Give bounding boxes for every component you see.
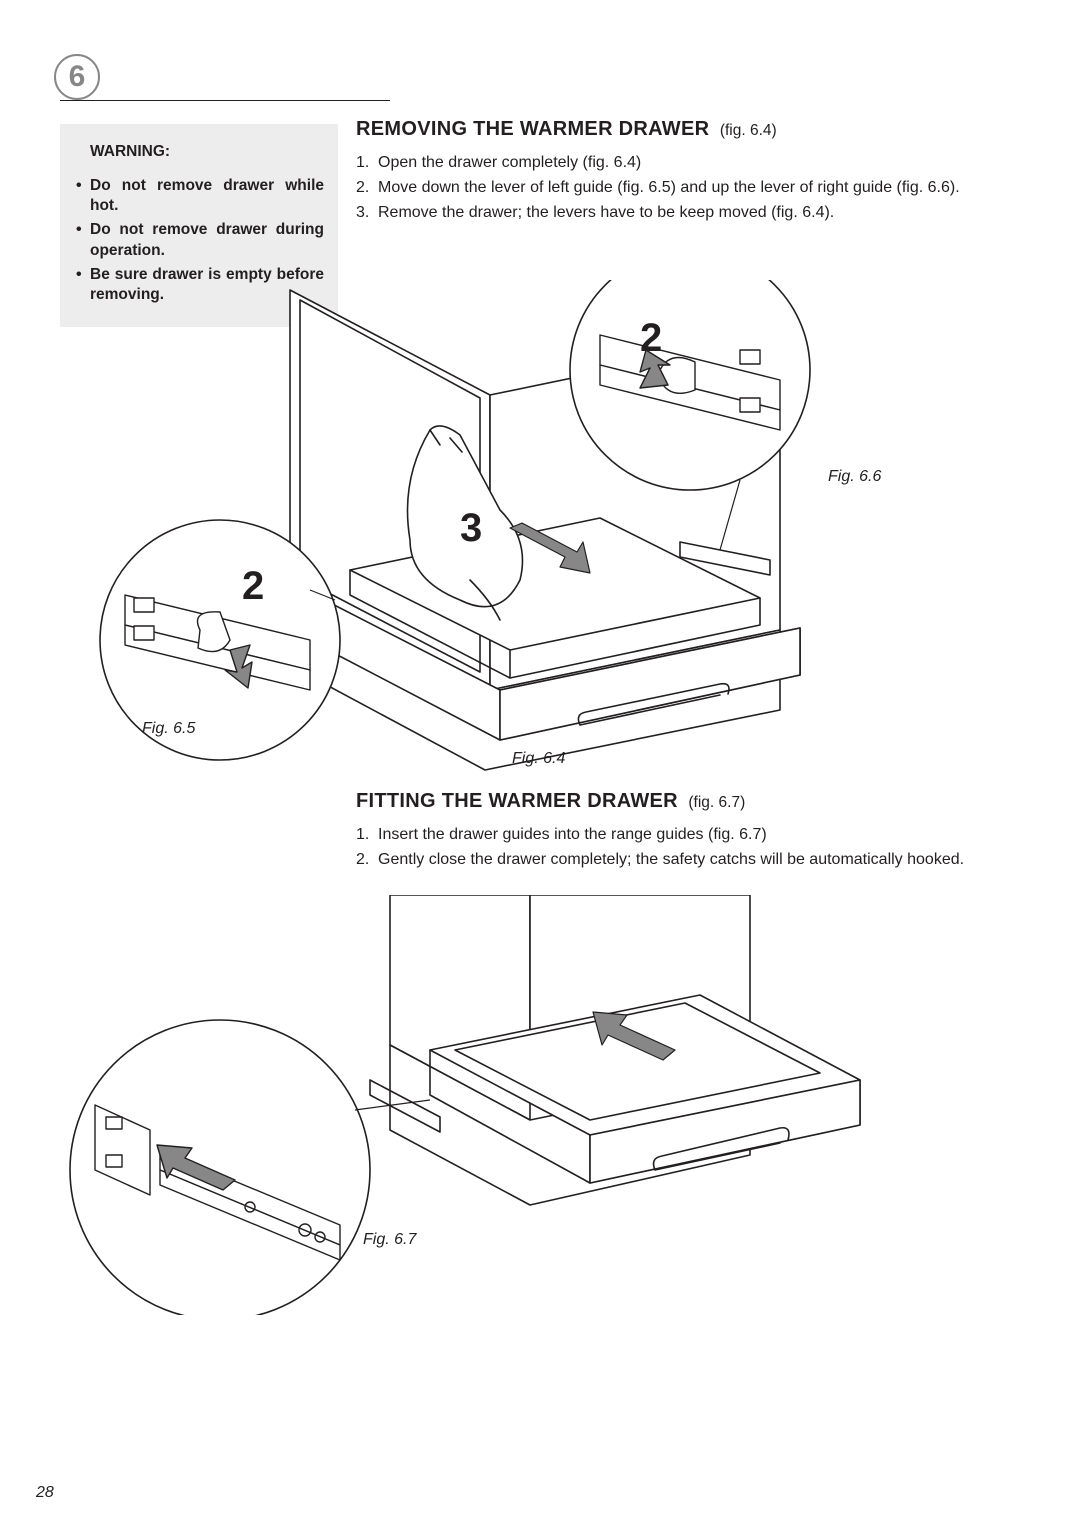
removing-section: REMOVING THE WARMER DRAWER (fig. 6.4) Op… <box>356 118 1020 225</box>
fitting-title: FITTING THE WARMER DRAWER <box>356 790 678 812</box>
callout-3: 3 <box>460 506 482 551</box>
section-number: 6 <box>69 60 86 94</box>
removing-step: Move down the lever of left guide (fig. … <box>356 176 1020 201</box>
warning-item: Do not remove drawer during operation. <box>76 220 324 260</box>
removing-step: Remove the drawer; the levers have to be… <box>356 201 1020 226</box>
fitting-section: FITTING THE WARMER DRAWER (fig. 6.7) Ins… <box>356 790 1020 873</box>
fig-6-7-caption: Fig. 6.7 <box>363 1231 416 1249</box>
callout-2-right: 2 <box>640 316 662 361</box>
section-rule <box>60 100 390 101</box>
removing-steps: Open the drawer completely (fig. 6.4) Mo… <box>356 151 1020 225</box>
fitting-title-ref: (fig. 6.7) <box>688 794 745 811</box>
fitting-step: Gently close the drawer completely; the … <box>356 848 1020 873</box>
drawer-fit-illustration <box>60 895 890 1315</box>
page-number: 28 <box>36 1484 54 1502</box>
fig-6-6-caption: Fig. 6.6 <box>828 468 881 486</box>
fitting-step: Insert the drawer guides into the range … <box>356 823 1020 848</box>
drawer-remove-illustration <box>80 280 900 778</box>
section-number-badge: 6 <box>54 54 100 100</box>
fitting-steps: Insert the drawer guides into the range … <box>356 823 1020 873</box>
removing-step: Open the drawer completely (fig. 6.4) <box>356 151 1020 176</box>
warning-heading: WARNING: <box>90 142 324 162</box>
fig-6-5-caption: Fig. 6.5 <box>142 720 195 738</box>
warning-item: Do not remove drawer while hot. <box>76 176 324 216</box>
figure-6-7: Fig. 6.7 <box>60 895 890 1315</box>
callout-2-left: 2 <box>242 564 264 609</box>
removing-title-ref: (fig. 6.4) <box>720 122 777 139</box>
fig-6-4-caption: Fig. 6.4 <box>512 750 565 768</box>
removing-title: REMOVING THE WARMER DRAWER <box>356 118 709 140</box>
figure-6-4: 2 2 3 Fig. 6.6 Fig. 6.5 Fig. 6.4 <box>80 280 900 778</box>
